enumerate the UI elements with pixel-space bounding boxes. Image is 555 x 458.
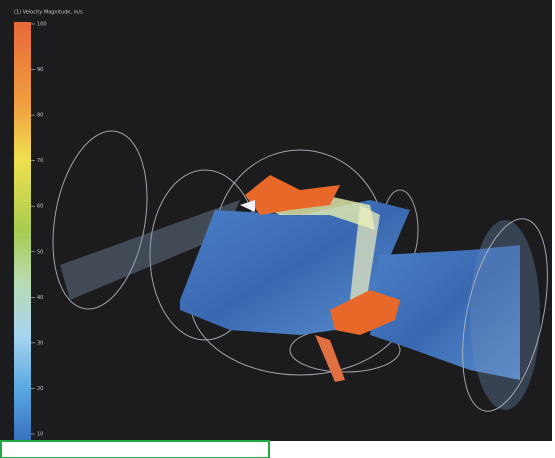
colorbar-tick-label: 90: [37, 67, 43, 73]
input-box[interactable]: [0, 440, 270, 458]
colorbar-tick-label: 60: [37, 204, 43, 210]
colorbar-tick-label: 10: [37, 432, 43, 438]
colorbar-tick-label: 50: [37, 249, 43, 255]
colorbar-tick-label: 30: [37, 340, 43, 346]
colorbar-tick-label: 40: [37, 295, 43, 301]
legend-title: (1) Velocity Magnitude, m/s: [14, 10, 83, 16]
colorbar-tick-label: 70: [37, 158, 43, 164]
flow-geometry: [52, 130, 548, 412]
colorbar-tick-label: 100: [37, 22, 47, 28]
colorbar: [14, 22, 31, 440]
colorbar-tick-label: 20: [37, 386, 43, 392]
colorbar-tick-label: 80: [37, 113, 43, 119]
